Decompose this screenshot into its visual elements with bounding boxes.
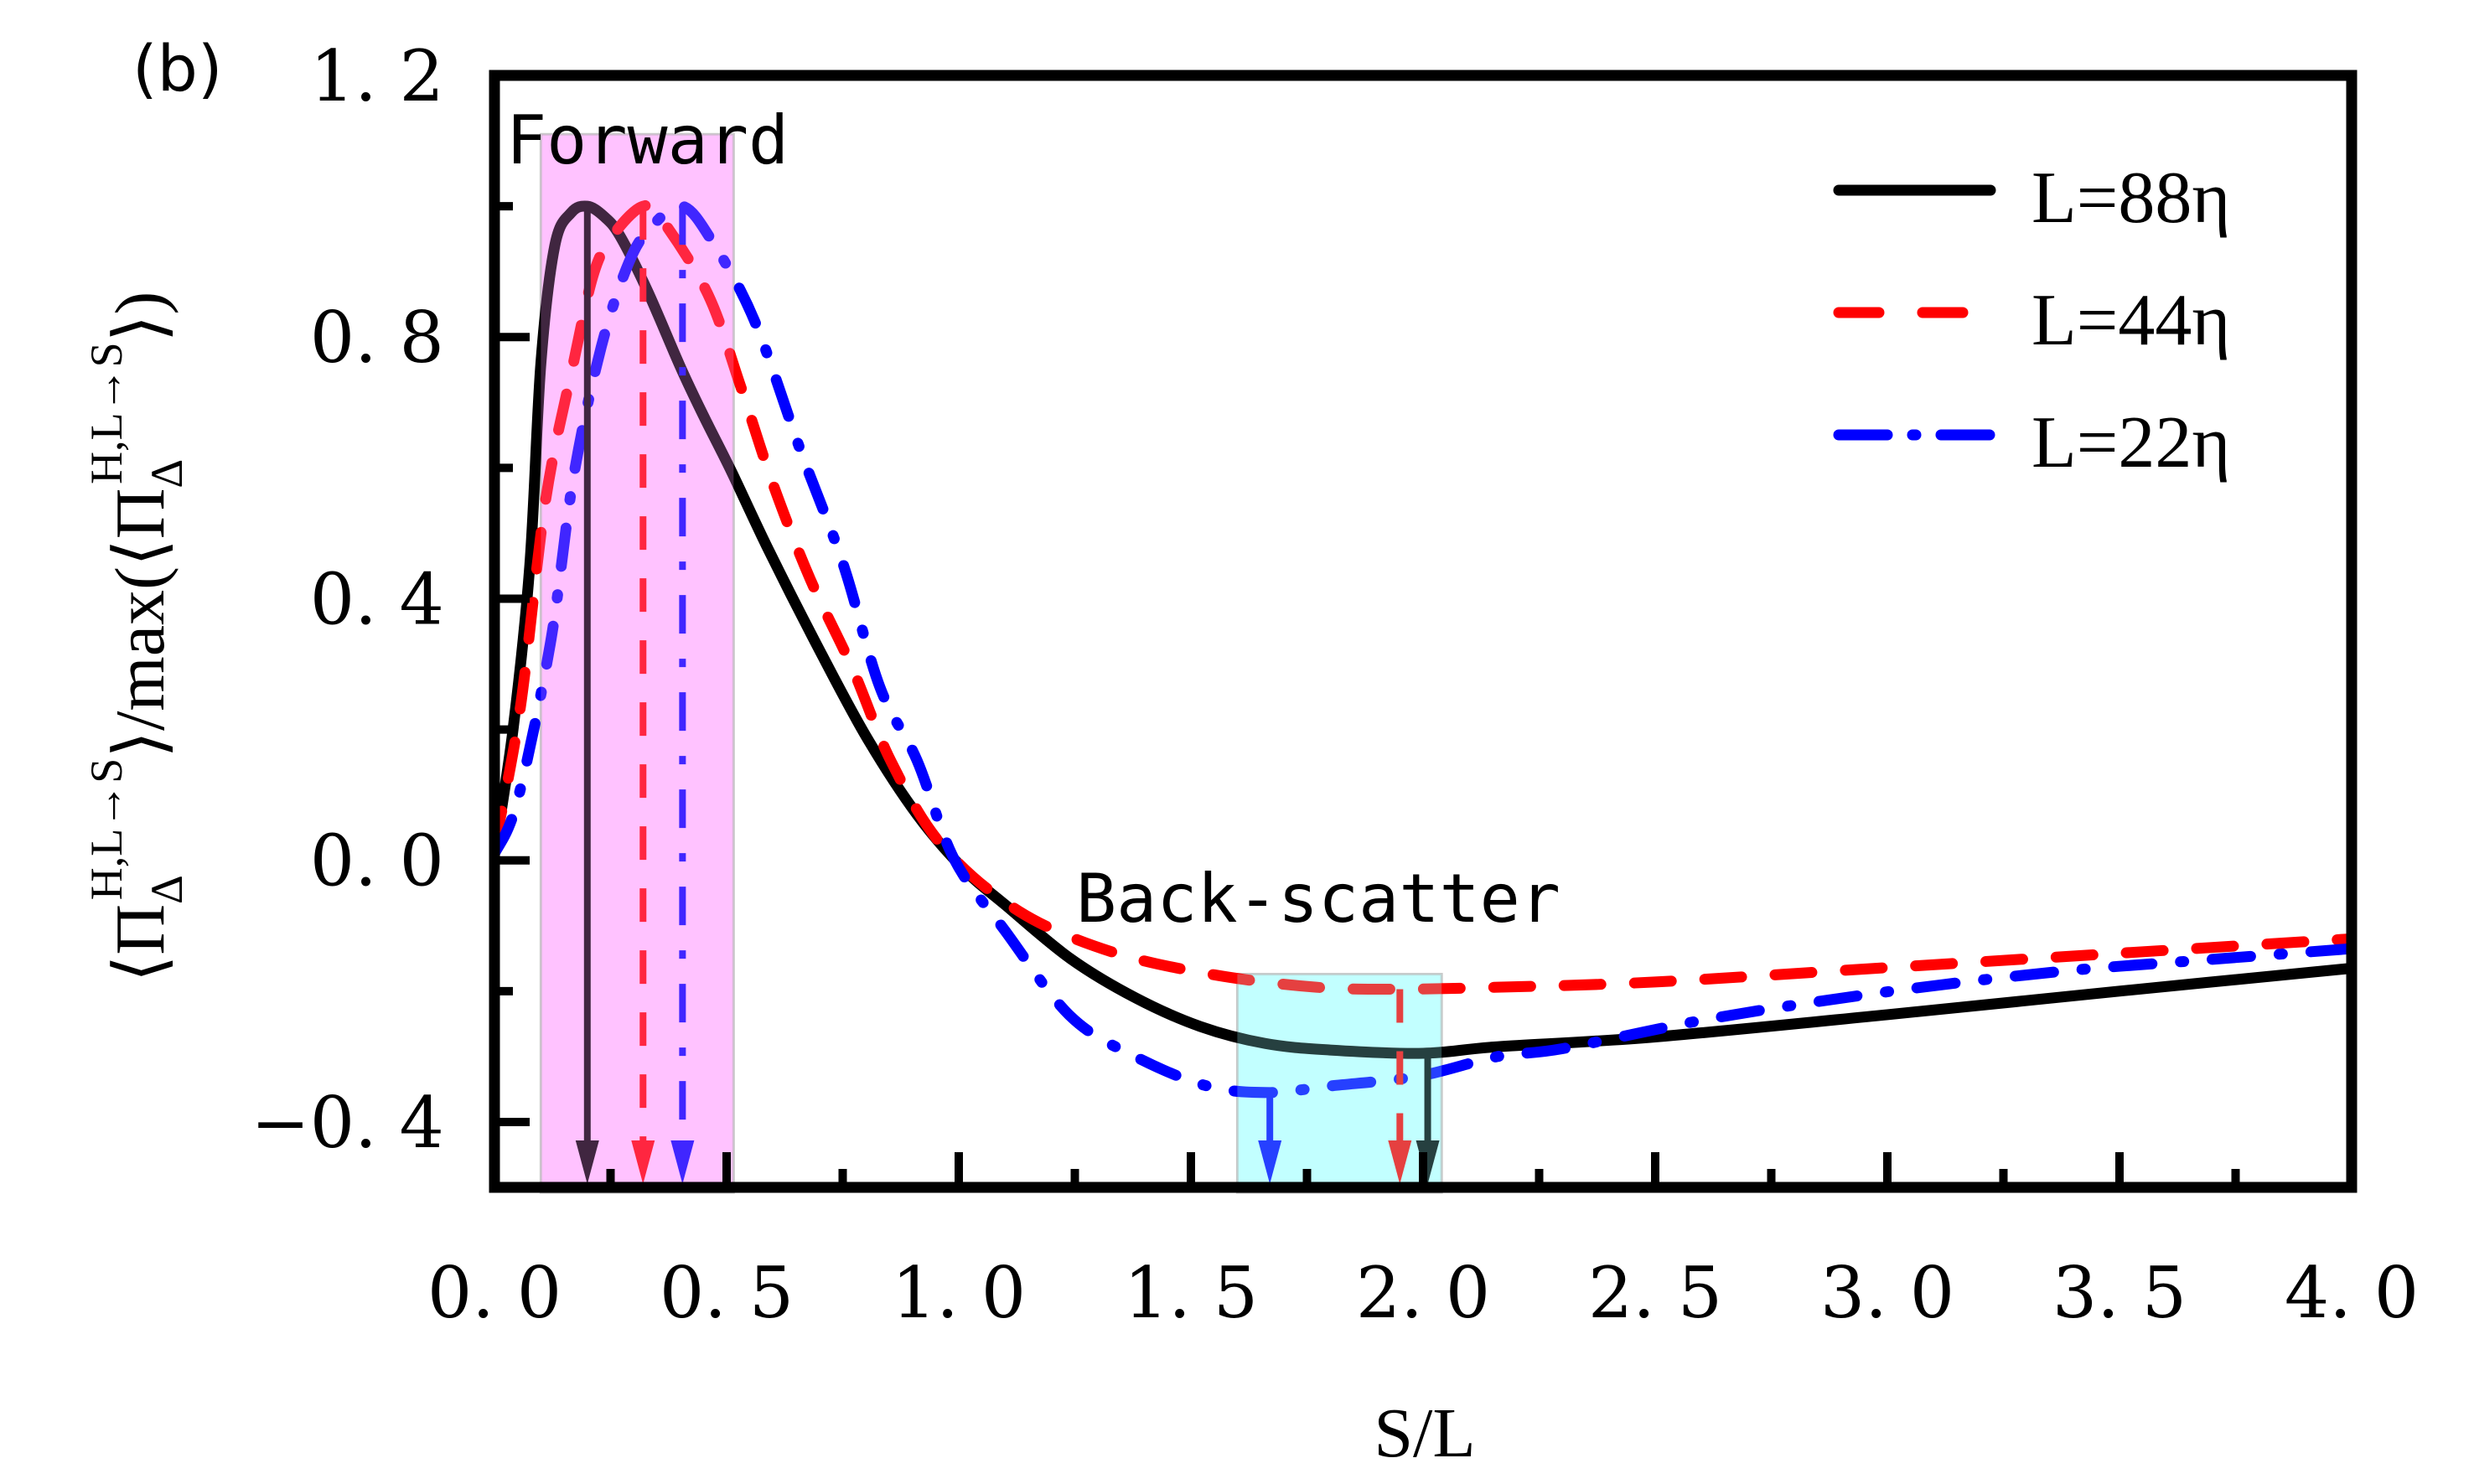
y-label-sub: Δ bbox=[142, 875, 192, 904]
series-line-l22 bbox=[489, 200, 2358, 1099]
y-tick-label: 0. 8 bbox=[310, 297, 444, 379]
x-tick-label: 3. 5 bbox=[2052, 1252, 2187, 1334]
x-axis-label: S/L bbox=[1374, 1394, 1475, 1472]
region-overlays-layer bbox=[541, 134, 1442, 1193]
x-tick-label: 0. 5 bbox=[660, 1252, 794, 1334]
legend-label: L=22η bbox=[2031, 402, 2230, 483]
x-tick-label: 1. 0 bbox=[892, 1252, 1026, 1334]
arrow-4 bbox=[1388, 989, 1412, 1184]
arrow-head-icon bbox=[631, 1140, 655, 1184]
y-label-suffix: ⟩) bbox=[101, 292, 179, 343]
tick-labels-layer: 0. 0 0. 5 1. 0 1. 5 2. 0 2. 5 3. 0 3. 5 4. 0 1. 2… bbox=[251, 35, 2419, 1334]
legend-item: L=44η bbox=[1833, 280, 2230, 361]
annotation-backscatter: Back-scatter bbox=[1076, 860, 1560, 938]
arrow-1 bbox=[631, 206, 655, 1184]
y-tick-label: 0. 0 bbox=[310, 820, 444, 902]
x-tick-label: 0. 0 bbox=[427, 1252, 562, 1334]
arrows-layer bbox=[575, 206, 1440, 1184]
arrow-3 bbox=[1258, 1092, 1282, 1184]
x-tick-label: 2. 5 bbox=[1588, 1252, 1722, 1334]
y-tick-label: 1. 2 bbox=[310, 35, 444, 117]
legend: L=88η L=44η L=22η bbox=[1833, 158, 2230, 483]
backscatter-region-overlay bbox=[1237, 974, 1442, 1192]
x-tick-label: 2. 0 bbox=[1356, 1252, 1490, 1334]
legend-item: L=22η bbox=[1833, 402, 2230, 483]
y-label-sup: H,L→S bbox=[81, 758, 132, 901]
y-label-sub2: Δ bbox=[142, 459, 192, 489]
y-label-middle: ⟩/max(⟨Π bbox=[101, 489, 179, 758]
y-tick-label: −0. 4 bbox=[251, 1082, 444, 1164]
x-tick-label: 3. 0 bbox=[1820, 1252, 1954, 1334]
y-label-sup2: H,L→S bbox=[81, 342, 132, 484]
legend-label: L=88η bbox=[2031, 158, 2230, 239]
arrow-head-icon bbox=[1416, 1140, 1440, 1184]
y-label-prefix: ⟨Π bbox=[101, 904, 179, 982]
arrow-head-icon bbox=[670, 1140, 695, 1184]
y-tick-label: 0. 4 bbox=[310, 558, 444, 640]
arrow-head-icon bbox=[1388, 1140, 1412, 1184]
legend-label: L=44η bbox=[2031, 280, 2230, 361]
arrow-head-icon bbox=[1258, 1140, 1282, 1184]
forward-region bbox=[539, 132, 735, 1194]
plot-frame bbox=[489, 70, 2358, 1193]
y-axis-label: ⟨ΠΔH,L→S⟩/max(⟨ΠΔH,L→S⟩) bbox=[81, 292, 192, 983]
arrow-head-icon bbox=[575, 1140, 599, 1184]
series-line-l88 bbox=[489, 200, 2358, 1059]
arrow-0 bbox=[575, 206, 599, 1184]
arrow-2 bbox=[670, 206, 695, 1184]
annotation-forward: Forward bbox=[506, 101, 789, 179]
arrow-5 bbox=[1416, 1052, 1440, 1184]
x-tick-label: 4. 0 bbox=[2285, 1252, 2419, 1334]
svg-text:⟨ΠΔH,L→S⟩/max(⟨ΠΔH,L→S⟩): ⟨ΠΔH,L→S⟩/max(⟨ΠΔH,L→S⟩) bbox=[81, 292, 192, 983]
panel-label: (b) bbox=[132, 31, 223, 106]
legend-item: L=88η bbox=[1833, 158, 2230, 239]
x-tick-label: 1. 5 bbox=[1124, 1252, 1258, 1334]
forward-region-overlay bbox=[541, 134, 734, 1193]
